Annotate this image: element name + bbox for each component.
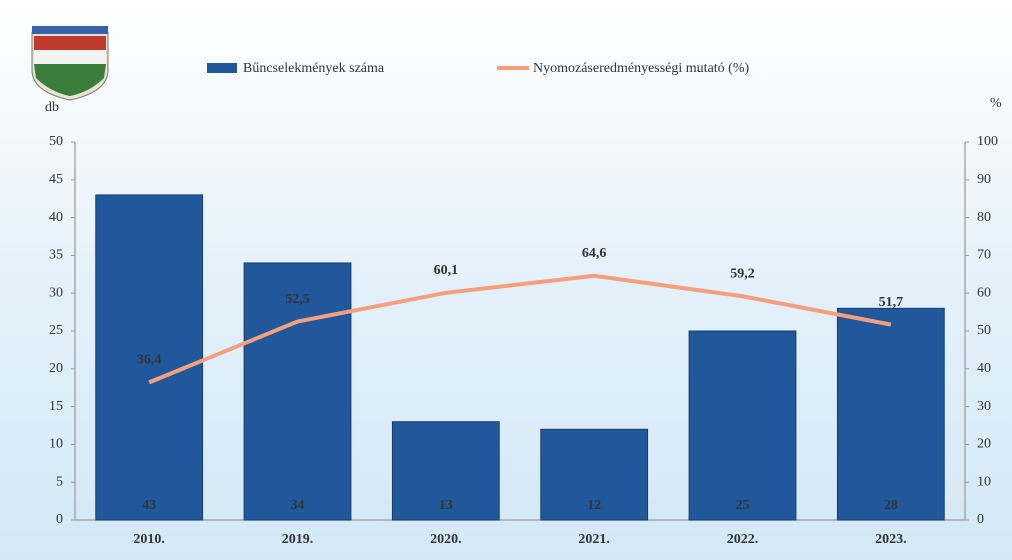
bar bbox=[836, 307, 945, 521]
y-tick-label: 50 bbox=[49, 134, 63, 149]
y2-tick-label: 90 bbox=[977, 172, 991, 187]
x-tick-label: 2019. bbox=[282, 532, 314, 547]
bar-value-label: 13 bbox=[439, 498, 453, 513]
y-tick-label: 20 bbox=[49, 361, 63, 376]
bar bbox=[243, 262, 352, 521]
legend-label: Bűncselekmények száma bbox=[243, 61, 385, 76]
bar-value-label: 43 bbox=[142, 498, 156, 513]
y-tick-label: 25 bbox=[49, 323, 63, 338]
y-tick-label: 45 bbox=[49, 172, 63, 187]
line-value-label: 59,2 bbox=[730, 266, 755, 281]
y2-tick-label: 10 bbox=[977, 474, 991, 489]
line-value-label: 60,1 bbox=[434, 263, 459, 278]
y2-tick-label: 60 bbox=[977, 285, 991, 300]
line-value-label: 51,7 bbox=[879, 295, 904, 310]
y-tick-label: 30 bbox=[49, 285, 63, 300]
y2-tick-label: 70 bbox=[977, 248, 991, 263]
x-tick-label: 2010. bbox=[133, 532, 165, 547]
y-axis-label: db bbox=[45, 100, 59, 115]
bar bbox=[95, 194, 204, 521]
bar-value-label: 34 bbox=[291, 498, 305, 513]
line-value-label: 52,5 bbox=[285, 292, 310, 307]
y-tick-label: 15 bbox=[49, 399, 63, 414]
x-tick-label: 2021. bbox=[578, 532, 610, 547]
legend-swatch bbox=[207, 63, 237, 73]
bar-value-label: 25 bbox=[736, 498, 750, 513]
y2-tick-label: 20 bbox=[977, 437, 991, 452]
y-tick-label: 35 bbox=[49, 248, 63, 263]
y2-axis-label: % bbox=[990, 96, 1002, 111]
line-value-label: 36,4 bbox=[137, 353, 162, 368]
legend-label: Nyomozáseredményességi mutató (%) bbox=[533, 61, 749, 76]
y2-tick-label: 30 bbox=[977, 399, 991, 414]
y2-tick-label: 50 bbox=[977, 323, 991, 338]
y2-tick-label: 100 bbox=[977, 134, 998, 149]
bar bbox=[540, 428, 649, 521]
y2-tick-label: 80 bbox=[977, 210, 991, 225]
bar-value-label: 28 bbox=[884, 498, 898, 513]
y2-tick-label: 40 bbox=[977, 361, 991, 376]
line-value-label: 64,6 bbox=[582, 246, 607, 261]
y-tick-label: 40 bbox=[49, 210, 63, 225]
y-tick-label: 10 bbox=[49, 437, 63, 452]
y2-tick-label: 0 bbox=[977, 512, 984, 527]
y-tick-label: 5 bbox=[56, 474, 63, 489]
logo bbox=[31, 26, 109, 101]
bar bbox=[688, 330, 797, 521]
x-tick-label: 2020. bbox=[430, 532, 462, 547]
bar bbox=[391, 421, 500, 521]
bar-value-label: 12 bbox=[587, 498, 601, 513]
line bbox=[148, 273, 892, 385]
x-tick-label: 2023. bbox=[875, 532, 907, 547]
y-tick-label: 0 bbox=[56, 512, 63, 527]
x-tick-label: 2022. bbox=[727, 532, 759, 547]
